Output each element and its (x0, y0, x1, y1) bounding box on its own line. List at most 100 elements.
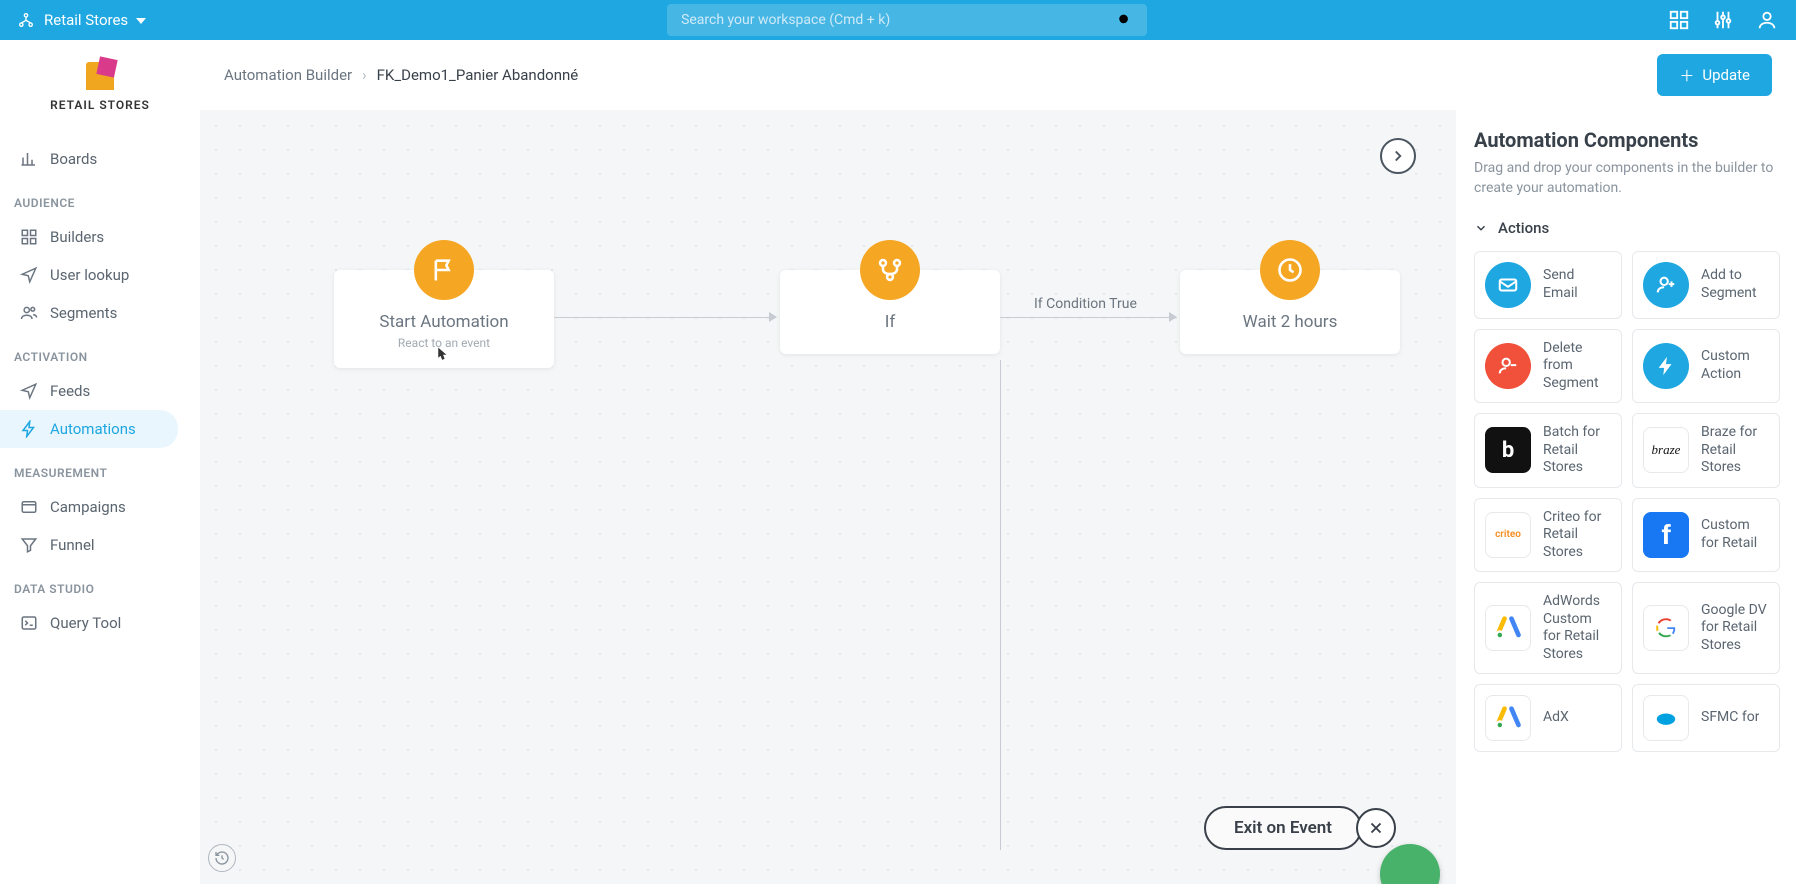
sidebar-item-label: Segments (50, 304, 117, 322)
topbar-right (1668, 9, 1778, 31)
google-icon (1643, 605, 1689, 651)
bolt-icon (20, 420, 38, 438)
component-adx[interactable]: AdX (1474, 684, 1622, 752)
breadcrumb-separator: › (362, 66, 367, 84)
sitemap-icon (18, 12, 34, 28)
component-sfmc[interactable]: SFMC for (1632, 684, 1780, 752)
components-panel: Automation Components Drag and drop your… (1456, 110, 1796, 884)
sidebar-item-automations[interactable]: Automations (0, 410, 178, 448)
bolt-icon (1643, 343, 1689, 389)
component-batch[interactable]: b Batch for Retail Stores (1474, 413, 1622, 488)
node-title: Wait 2 hours (1196, 312, 1384, 332)
update-button[interactable]: ＋ Update (1657, 54, 1772, 96)
component-criteo[interactable]: criteo Criteo for Retail Stores (1474, 498, 1622, 573)
edge-if-to-wait (1000, 317, 1176, 318)
collapse-panel-button[interactable] (1380, 138, 1416, 174)
sidebar-item-label: Query Tool (50, 614, 121, 632)
mail-icon (1485, 262, 1531, 308)
component-label: Batch for Retail Stores (1543, 424, 1611, 477)
main: Automation Builder › FK_Demo1_Panier Aba… (200, 40, 1796, 884)
topbar: Retail Stores (0, 0, 1796, 40)
component-google-dv[interactable]: Google DV for Retail Stores (1632, 582, 1780, 674)
settings-sliders-icon[interactable] (1712, 9, 1734, 31)
sidebar-section-activation: ACTIVATION (0, 332, 200, 372)
google-ads-icon (1485, 605, 1531, 651)
component-label: Custom Action (1701, 348, 1769, 383)
sidebar-section-audience: AUDIENCE (0, 178, 200, 218)
sidebar-item-label: Funnel (50, 536, 95, 554)
edge-start-to-if (554, 317, 776, 318)
component-label: SFMC for (1701, 709, 1759, 727)
panel-description: Drag and drop your components in the bui… (1474, 158, 1780, 199)
sidebar-item-funnel[interactable]: Funnel (0, 526, 200, 564)
node-title: Start Automation (350, 312, 538, 332)
users-icon (20, 304, 38, 322)
component-adwords[interactable]: AdWords Custom for Retail Stores (1474, 582, 1622, 674)
panel-section-actions[interactable]: Actions (1474, 219, 1780, 237)
breadcrumb-root[interactable]: Automation Builder (224, 66, 352, 84)
search-input-wrap[interactable] (667, 4, 1147, 36)
sidebar-item-builders[interactable]: Builders (0, 218, 200, 256)
profile-icon[interactable] (1756, 9, 1778, 31)
sidebar-item-user-lookup[interactable]: User lookup (0, 256, 200, 294)
batch-icon: b (1485, 427, 1531, 473)
automation-canvas[interactable]: Start Automation React to an event If If… (200, 110, 1456, 884)
sidebar-section-data-studio: DATA STUDIO (0, 564, 200, 604)
content: Start Automation React to an event If If… (200, 110, 1796, 884)
component-label: Google DV for Retail Stores (1701, 602, 1769, 655)
app-body: RETAIL STORES Boards AUDIENCE Builders U… (0, 40, 1796, 884)
panel-title: Automation Components (1474, 128, 1780, 152)
component-label: Delete from Segment (1543, 340, 1611, 393)
sidebar-item-campaigns[interactable]: Campaigns (0, 488, 200, 526)
node-title: If (796, 312, 984, 332)
component-delete-from-segment[interactable]: Delete from Segment (1474, 329, 1622, 404)
cursor-pointer-icon (432, 346, 452, 366)
workspace-switcher[interactable]: Retail Stores (18, 11, 146, 29)
component-label: Send Email (1543, 267, 1611, 302)
search-input[interactable] (681, 12, 1116, 28)
funnel-icon (20, 536, 38, 554)
component-label: Criteo for Retail Stores (1543, 509, 1611, 562)
clock-icon (1260, 240, 1320, 300)
sidebar-item-query-tool[interactable]: Query Tool (0, 604, 200, 642)
sidebar-item-label: Boards (50, 150, 97, 168)
sidebar-item-label: Builders (50, 228, 104, 246)
exit-on-event-label: Exit on Event (1204, 806, 1362, 850)
component-send-email[interactable]: Send Email (1474, 251, 1622, 319)
plus-icon: ＋ (1679, 65, 1694, 86)
sidebar-item-label: Feeds (50, 382, 90, 400)
sidebar-item-feeds[interactable]: Feeds (0, 372, 200, 410)
component-facebook[interactable]: f Custom for Retail (1632, 498, 1780, 573)
components-grid: Send Email Add to Segment Delete from Se… (1474, 251, 1780, 753)
topbar-search-wrap (146, 4, 1668, 36)
user-add-icon (1643, 262, 1689, 308)
node-if[interactable]: If (780, 270, 1000, 354)
brand-logo (80, 58, 120, 92)
send-icon (20, 266, 38, 284)
component-label: AdX (1543, 709, 1569, 727)
breadcrumb: Automation Builder › FK_Demo1_Panier Aba… (224, 66, 578, 84)
update-button-label: Update (1702, 66, 1750, 84)
exit-on-event[interactable]: Exit on Event (1204, 806, 1396, 850)
user-remove-icon (1485, 343, 1531, 389)
component-braze[interactable]: braze Braze for Retail Stores (1632, 413, 1780, 488)
branch-icon (860, 240, 920, 300)
component-add-to-segment[interactable]: Add to Segment (1632, 251, 1780, 319)
canvas-history-button[interactable] (208, 844, 236, 872)
sidebar-item-label: Automations (50, 420, 136, 438)
component-label: AdWords Custom for Retail Stores (1543, 593, 1611, 663)
apps-icon[interactable] (1668, 9, 1690, 31)
chevron-down-icon (1474, 221, 1488, 235)
edge-if-down (1000, 360, 1001, 850)
component-custom-action[interactable]: Custom Action (1632, 329, 1780, 404)
sidebar-item-segments[interactable]: Segments (0, 294, 200, 332)
add-node-fab[interactable] (1380, 844, 1440, 884)
sidebar-item-label: User lookup (50, 266, 129, 284)
workspace-name: Retail Stores (44, 11, 146, 29)
exit-on-event-close[interactable] (1356, 808, 1396, 848)
sidebar-item-boards[interactable]: Boards (0, 140, 200, 178)
panel-section-title: Actions (1498, 219, 1549, 237)
node-wait[interactable]: Wait 2 hours (1180, 270, 1400, 354)
brand-name: RETAIL STORES (0, 98, 200, 112)
component-label: Add to Segment (1701, 267, 1769, 302)
